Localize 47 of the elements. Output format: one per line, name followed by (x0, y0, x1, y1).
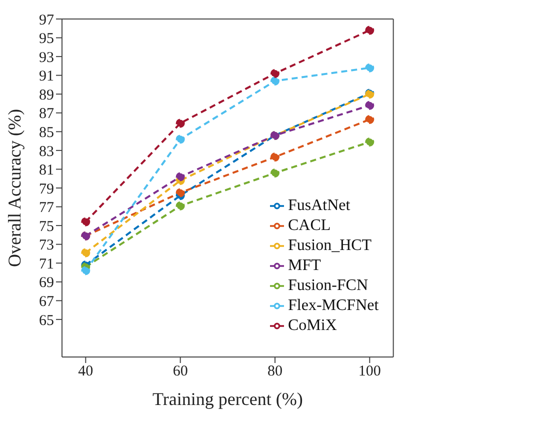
y-tick-label: 79 (39, 181, 54, 198)
x-axis-title: Training percent (%) (152, 389, 303, 409)
point (176, 172, 185, 182)
y-tick-label: 91 (39, 68, 54, 85)
y-tick-label: 77 (39, 200, 54, 216)
y-tick-label: 93 (39, 50, 54, 66)
point (81, 217, 90, 226)
legend-label: Fusion-FCN (288, 277, 368, 294)
point (81, 266, 90, 276)
y-tick-label: 67 (39, 294, 54, 310)
point (365, 100, 374, 110)
point (270, 68, 280, 78)
legend-label: MFT (288, 257, 321, 274)
y-tick-label: 97 (39, 12, 54, 28)
y-tick-label: 83 (39, 144, 54, 160)
point (365, 114, 374, 124)
point (176, 201, 185, 210)
legend-label: Flex-MCFNet (288, 297, 379, 314)
point (176, 188, 185, 198)
point (365, 137, 374, 146)
point (270, 168, 280, 178)
legend-label: CoMiX (288, 317, 337, 334)
y-tick-label: 65 (39, 312, 54, 329)
y-axis-title: Overall Accuracy (%) (4, 109, 24, 267)
y-tick-label: 95 (39, 31, 54, 48)
y-tick-label: 71 (39, 256, 54, 272)
point (365, 63, 374, 72)
y-tick-label: 73 (39, 238, 54, 254)
y-tick-label: 69 (39, 275, 54, 292)
y-tick-label: 81 (39, 162, 54, 179)
point (176, 118, 185, 128)
y-tick-label: 87 (39, 106, 54, 122)
y-tick-label: 75 (39, 218, 54, 235)
x-tick-label: 100 (358, 364, 381, 380)
y-tick-label: 85 (39, 124, 54, 141)
x-tick-label: 40 (78, 364, 94, 380)
point (365, 26, 374, 35)
x-tick-label: 60 (172, 364, 188, 380)
point (176, 134, 185, 144)
legend-label: Fusion_HCT (288, 237, 372, 254)
legend-label: CACL (288, 217, 331, 234)
legend-label: FusAtNet (288, 197, 350, 214)
y-tick-label: 89 (39, 87, 54, 104)
x-tick-label: 80 (267, 364, 282, 380)
point (270, 76, 280, 86)
point (270, 152, 280, 162)
point (81, 248, 90, 258)
